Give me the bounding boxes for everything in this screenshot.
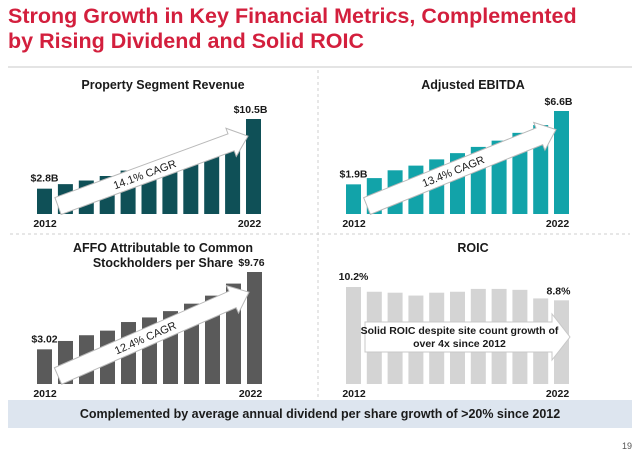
chart2-cagr-arrow-shape xyxy=(362,121,557,215)
slide-title: Strong Growth in Key Financial Metrics, … xyxy=(8,4,632,54)
chart3-title-line-2: Stockholders per Share xyxy=(93,256,233,270)
chart1-title: Property Segment Revenue xyxy=(81,78,244,92)
chart2-first-value-label: $1.9B xyxy=(339,168,367,180)
chart1-x-start-label: 2012 xyxy=(33,218,57,230)
chart3-first-value-label: $3.02 xyxy=(31,333,57,345)
slide-title-line-2: by Rising Dividend and Solid ROIC xyxy=(8,29,364,53)
chart4-annotation-arrow xyxy=(364,312,571,362)
chart1-bar-2022 xyxy=(246,119,261,214)
chart1-bar-2020 xyxy=(204,151,220,214)
chart3-cagr-arrow-shape xyxy=(53,284,250,385)
chart4-x-start-label: 2012 xyxy=(342,388,366,400)
dividend-growth-text: Complemented by average annual dividend … xyxy=(79,407,561,421)
page-number: 19 xyxy=(621,441,632,451)
chart4-last-value-label: 8.8% xyxy=(547,285,572,297)
chart2-title: Adjusted EBITDA xyxy=(421,78,524,92)
chart2-x-end-label: 2022 xyxy=(546,218,570,230)
slide-title-line-1: Strong Growth in Key Financial Metrics, … xyxy=(8,4,577,28)
chart4-first-value-label: 10.2% xyxy=(339,271,369,283)
chart2-bar-2022 xyxy=(554,111,569,214)
chart1-first-value-label: $2.8B xyxy=(30,173,58,185)
chart3-bar-2022 xyxy=(247,272,262,384)
chart2-last-value-label: $6.6B xyxy=(544,96,572,108)
chart1-bar-2012 xyxy=(37,188,52,214)
dividend-growth-banner: Complemented by average annual dividend … xyxy=(8,400,632,428)
chart3-bar-2012 xyxy=(37,349,52,384)
chart1-bar-2021 xyxy=(225,143,241,214)
chart3-last-value-label: $9.76 xyxy=(238,257,264,269)
chart2-x-start-label: 2012 xyxy=(342,218,366,230)
chart2-bar-2012 xyxy=(346,184,361,214)
chart1-last-value-label: $10.5B xyxy=(234,104,268,116)
chart1-bar-2019 xyxy=(183,156,199,214)
chart4-bar-2012 xyxy=(346,287,361,384)
chart4-x-end-label: 2022 xyxy=(546,388,570,400)
chart1-x-end-label: 2022 xyxy=(238,218,262,230)
chart4-annotation-line-2: over 4x since 2012 xyxy=(413,338,506,350)
chart4-title: ROIC xyxy=(457,241,488,255)
chart3-x-end-label: 2022 xyxy=(239,388,263,400)
chart4-annotation-line-1: Solid ROIC despite site count growth of xyxy=(361,325,559,337)
chart3-title-line-1: AFFO Attributable to Common xyxy=(73,241,253,255)
chart3-x-start-label: 2012 xyxy=(33,388,57,400)
chart1-cagr-arrow-shape xyxy=(54,127,249,216)
